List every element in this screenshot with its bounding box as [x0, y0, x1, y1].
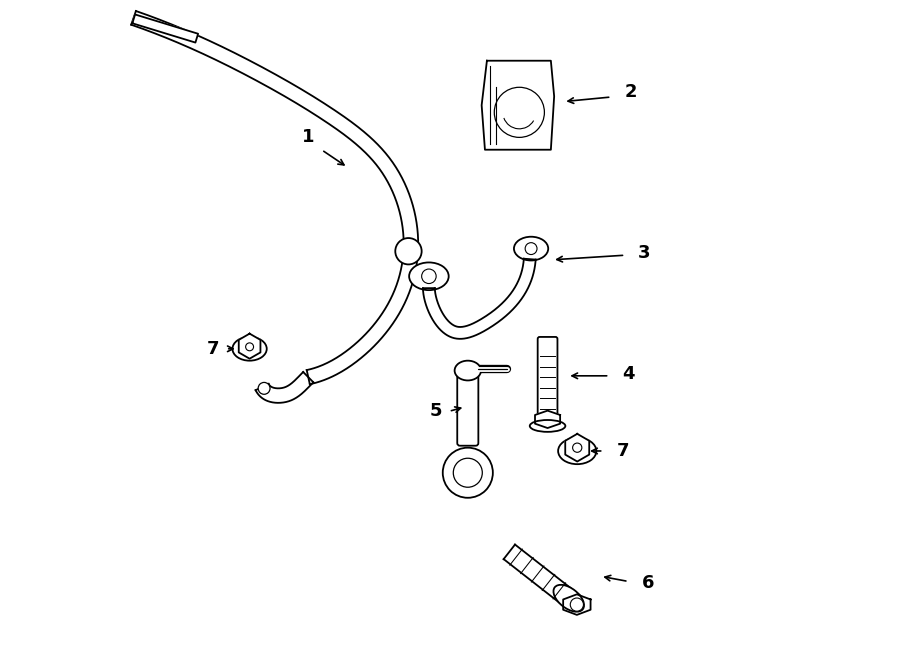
- Polygon shape: [482, 61, 554, 150]
- Circle shape: [494, 87, 544, 138]
- Polygon shape: [423, 259, 536, 339]
- FancyBboxPatch shape: [457, 367, 478, 446]
- Polygon shape: [238, 334, 260, 359]
- Circle shape: [571, 598, 583, 611]
- Circle shape: [443, 448, 493, 498]
- Polygon shape: [504, 545, 582, 612]
- Text: 1: 1: [302, 128, 314, 146]
- Circle shape: [395, 238, 422, 264]
- Circle shape: [258, 383, 270, 395]
- Text: 5: 5: [429, 402, 442, 420]
- Ellipse shape: [530, 420, 565, 432]
- Text: 2: 2: [625, 83, 637, 101]
- FancyBboxPatch shape: [537, 337, 557, 418]
- Text: 4: 4: [622, 365, 634, 383]
- Ellipse shape: [454, 361, 481, 381]
- Text: 7: 7: [206, 340, 219, 357]
- Polygon shape: [535, 410, 560, 428]
- Ellipse shape: [514, 237, 548, 260]
- Polygon shape: [131, 11, 419, 384]
- Polygon shape: [563, 594, 590, 615]
- Text: 7: 7: [616, 442, 629, 460]
- Polygon shape: [132, 15, 198, 42]
- Polygon shape: [256, 372, 313, 403]
- Circle shape: [246, 343, 254, 351]
- Circle shape: [454, 458, 482, 487]
- Polygon shape: [565, 434, 590, 461]
- Text: 3: 3: [638, 244, 651, 262]
- Ellipse shape: [554, 585, 584, 612]
- Circle shape: [422, 269, 436, 283]
- Ellipse shape: [232, 337, 266, 361]
- Ellipse shape: [558, 438, 597, 464]
- Circle shape: [526, 243, 537, 254]
- Text: 6: 6: [642, 574, 654, 592]
- Circle shape: [572, 443, 581, 452]
- Ellipse shape: [410, 262, 449, 290]
